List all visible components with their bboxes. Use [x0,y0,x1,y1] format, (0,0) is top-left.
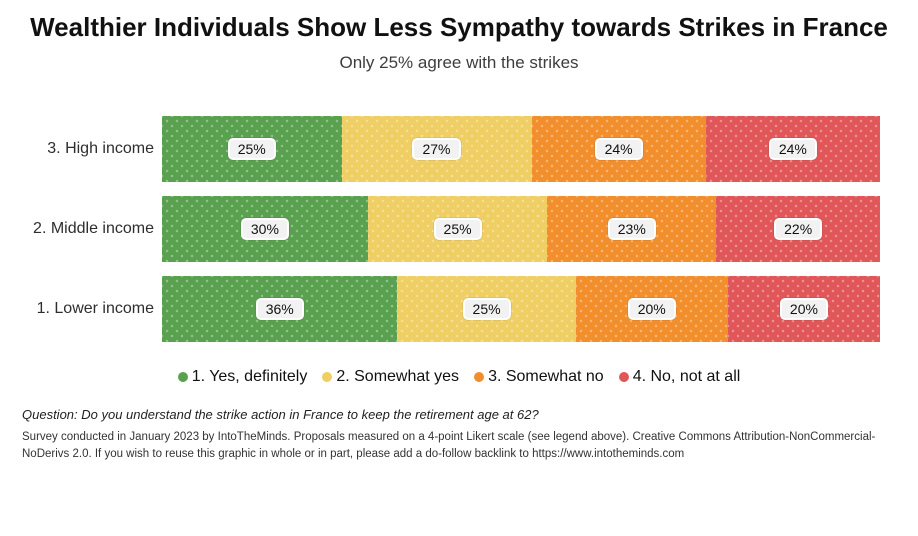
category-label: 3. High income [47,140,154,157]
chart-row: 1. Lower income 36% 25% 20% 20% [0,276,918,342]
bar-segment: 20% [727,276,881,342]
bar-segment: 25% [367,196,548,262]
value-label: 25% [433,218,482,240]
legend-item: 2. Somewhat yes [322,368,459,386]
bar-segment: 30% [162,196,368,262]
category-label: 1. Lower income [36,300,154,317]
value-label: 23% [607,218,656,240]
chart-subtitle: Only 25% agree with the strikes [339,53,579,72]
bar-segment: 22% [716,196,880,262]
value-label: 25% [227,138,276,160]
stacked-bar-chart: 3. High income 25% 27% 24% 24% 2. Middle inco… [0,116,918,386]
legend-label: 1. Yes, definitely [191,368,308,385]
bar-segment: 27% [341,116,532,182]
bar-segment: 25% [397,276,576,342]
legend-item: 1. Yes, definitely [177,368,308,386]
footer-attribution: Survey conducted in January 2023 by Into… [22,431,876,460]
bar-segment: 24% [705,116,880,182]
bar-segment: 36% [162,276,398,342]
chart-title: Wealthier Individuals Show Less Sympathy… [30,12,888,42]
legend-item: 3. Somewhat no [474,368,604,386]
value-label: 20% [627,298,676,320]
bar-segment: 25% [162,116,342,182]
chart-rows: 3. High income 25% 27% 24% 24% 2. Middle inco… [0,116,918,342]
value-label: 22% [774,218,823,240]
chart-row: 3. High income 25% 27% 24% 24% [0,116,918,182]
legend-label: 4. No, not at all [632,368,741,385]
value-label: 24% [594,138,643,160]
value-label: 25% [462,298,511,320]
stacked-bar: 30% 25% 23% 22% [162,196,880,262]
legend-dot-icon [322,372,333,382]
legend-dot-icon [618,372,629,382]
bar-segment: 23% [547,196,717,262]
category-label: 2. Middle income [33,220,154,237]
value-label: 20% [779,298,828,320]
stacked-bar: 25% 27% 24% 24% [162,116,880,182]
footer: Question: Do you understand the strike a… [22,407,902,462]
legend-dot-icon [177,372,188,382]
bar-segment: 24% [531,116,706,182]
stacked-bar: 36% 25% 20% 20% [162,276,881,342]
value-label: 27% [412,138,461,160]
legend: 1. Yes, definitely 2. Somewhat yes 3. Some… [0,368,918,386]
value-label: 24% [768,138,817,160]
footer-question: Question: Do you understand the strike a… [22,407,539,422]
legend-label: 3. Somewhat no [488,368,604,385]
legend-label: 2. Somewhat yes [336,368,460,385]
bar-segment: 20% [575,276,728,342]
chart-row: 2. Middle income 30% 25% 23% 22% [0,196,918,262]
value-label: 30% [240,218,289,240]
legend-dot-icon [474,372,485,382]
legend-item: 4. No, not at all [618,368,741,386]
value-label: 36% [255,298,304,320]
